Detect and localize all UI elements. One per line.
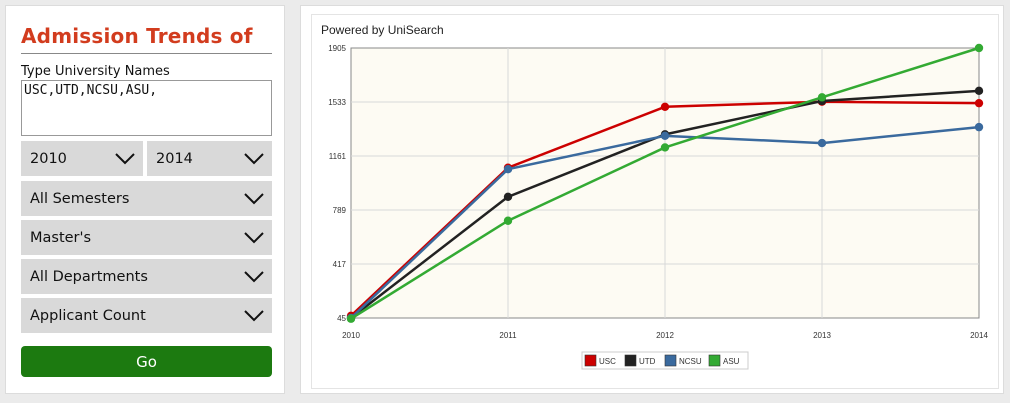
- y-tick-label: 1905: [328, 44, 346, 53]
- panel-title: Admission Trends of: [21, 24, 272, 54]
- chevron-down-icon: [244, 232, 264, 244]
- degree-select[interactable]: Master's: [21, 220, 272, 255]
- y-tick-label: 1161: [329, 152, 347, 161]
- y-tick-label: 45: [337, 314, 346, 323]
- department-value: All Departments: [30, 268, 148, 285]
- go-button[interactable]: Go: [21, 346, 272, 377]
- data-point: [974, 43, 984, 53]
- x-tick-label: 2014: [970, 331, 988, 340]
- powered-by-label: Powered by UniSearch: [321, 23, 444, 37]
- semester-value: All Semesters: [30, 190, 130, 207]
- legend-label: UTD: [639, 357, 656, 366]
- data-point: [660, 102, 670, 111]
- data-point: [660, 131, 670, 141]
- line-chart: Powered by UniSearch 45 417 789 1161 1533 190…: [321, 23, 988, 370]
- legend-swatch: [624, 354, 637, 367]
- data-point: [503, 192, 513, 201]
- data-point: [503, 216, 513, 225]
- x-tick-label: 2012: [656, 331, 674, 340]
- data-point: [974, 122, 984, 132]
- chevron-down-icon: [244, 310, 264, 322]
- data-point: [817, 93, 827, 102]
- filter-panel: Admission Trends of Type University Name…: [5, 5, 285, 394]
- degree-value: Master's: [30, 229, 92, 246]
- data-point: [974, 98, 984, 108]
- chart-panel: Powered by UniSearch 45 417 789 1161 1533 190…: [300, 5, 1004, 394]
- data-point: [974, 86, 984, 96]
- start-year-select[interactable]: 2010: [21, 141, 143, 176]
- series-asu: [346, 43, 984, 323]
- y-tick-label: 789: [333, 206, 347, 215]
- end-year-value: 2014: [156, 150, 193, 167]
- end-year-select[interactable]: 2014: [147, 141, 272, 176]
- data-point: [660, 143, 670, 152]
- y-tick-label: 1533: [328, 98, 346, 107]
- legend-swatch: [708, 354, 721, 367]
- data-point: [503, 165, 513, 174]
- data-point: [817, 138, 827, 148]
- start-year-value: 2010: [30, 150, 67, 167]
- legend-label: ASU: [723, 357, 740, 366]
- legend-swatch: [584, 354, 597, 367]
- legend-label: NCSU: [679, 357, 702, 366]
- chevron-down-icon: [244, 271, 264, 283]
- chevron-down-icon: [244, 153, 264, 165]
- semester-select[interactable]: All Semesters: [21, 181, 272, 216]
- y-tick-label: 417: [333, 260, 347, 269]
- university-names-input[interactable]: USC,UTD,NCSU,ASU,: [21, 80, 272, 136]
- metric-select[interactable]: Applicant Count: [21, 298, 272, 333]
- metric-value: Applicant Count: [30, 307, 146, 324]
- x-tick-label: 2011: [499, 331, 517, 340]
- chart-card: Powered by UniSearch 45 417 789 1161 1533 190…: [311, 14, 999, 389]
- data-point: [346, 314, 356, 323]
- legend-swatch: [664, 354, 677, 367]
- legend-label: USC: [599, 357, 616, 366]
- department-select[interactable]: All Departments: [21, 259, 272, 294]
- x-tick-label: 2013: [813, 331, 831, 340]
- x-tick-label: 2010: [342, 331, 360, 340]
- university-names-label: Type University Names: [21, 64, 170, 79]
- chevron-down-icon: [115, 153, 135, 165]
- chevron-down-icon: [244, 193, 264, 205]
